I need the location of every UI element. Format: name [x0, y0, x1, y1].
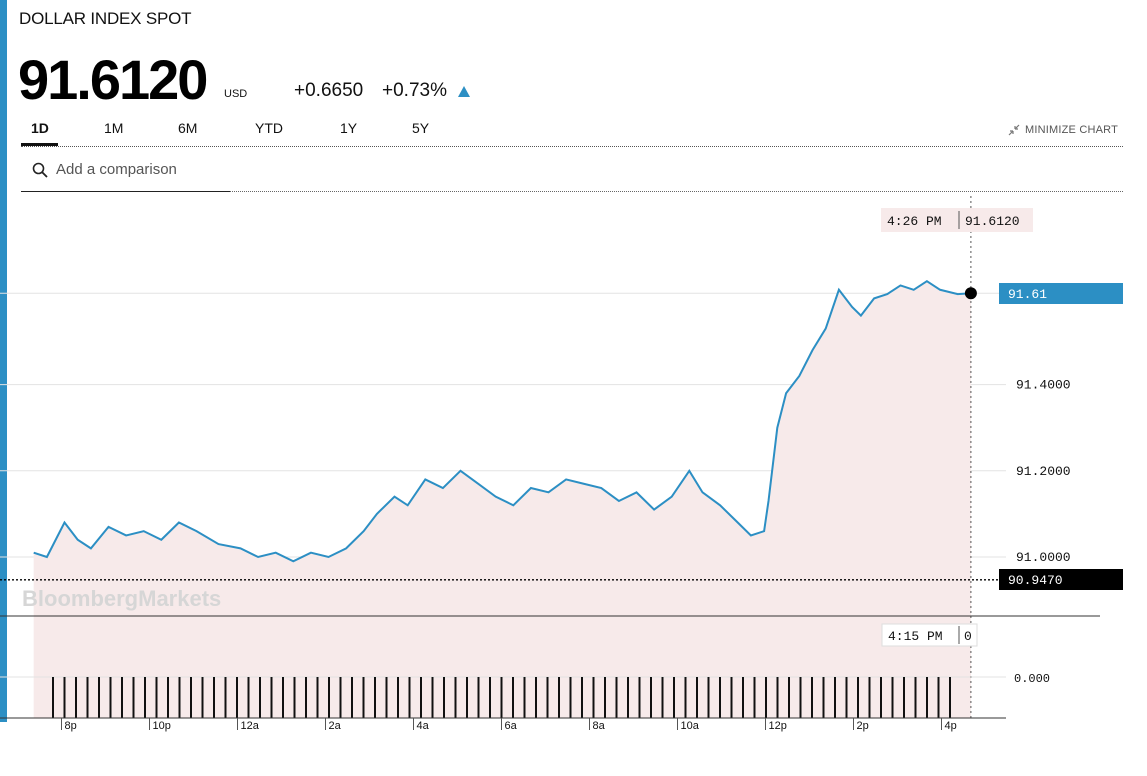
last-price-badge-label: 91.61 [1008, 287, 1047, 302]
tab-ytd[interactable]: YTD [255, 120, 283, 136]
currency-label: USD [224, 88, 248, 100]
tabs-divider [21, 146, 1123, 147]
volume-area [51, 617, 958, 718]
price-line [33, 279, 971, 563]
x-tick-label: 6a [505, 720, 518, 732]
x-tick-label: 2p [857, 720, 869, 732]
tab-1y[interactable]: 1Y [340, 120, 358, 136]
x-tick-label: 8p [65, 720, 77, 732]
previous-close-badge: 90.9470 [999, 569, 1123, 590]
comparison-input[interactable]: Add a comparison [56, 161, 177, 178]
x-tick-label: 12a [241, 720, 260, 732]
previous-close-badge-label: 90.9470 [1008, 573, 1063, 588]
x-tick-label: 4p [945, 720, 957, 732]
search-divider [230, 191, 1123, 192]
volume-axis-label: 0.000 [1014, 672, 1050, 686]
tab-1m[interactable]: 1M [104, 120, 124, 136]
x-tick-label: 8a [593, 720, 606, 732]
last-price-badge: 91.61 [999, 283, 1123, 304]
minimize-chart-button[interactable]: MINIMIZE CHART [1008, 124, 1118, 136]
y-tick-label: 91.2000 [1016, 464, 1071, 479]
price-change-percent: +0.73% [382, 80, 447, 101]
accent-bar [0, 0, 7, 722]
price-area [33, 281, 971, 718]
x-tick-label: 10p [153, 720, 171, 732]
tab-6m[interactable]: 6M [178, 120, 198, 136]
volume-tooltip: 4:15 PM 0 [881, 623, 978, 647]
search-icon [32, 162, 48, 178]
cursor-value: 91.6120 [965, 214, 1020, 229]
bloomberg-watermark: BloombergMarkets [22, 586, 221, 611]
cursor-tooltip: 4:26 PM 91.6120 [881, 208, 1033, 232]
y-tick-label: 91.4000 [1016, 378, 1071, 393]
tab-5y[interactable]: 5Y [412, 120, 430, 136]
price-change: +0.6650 [294, 80, 364, 101]
minimize-icon [1008, 124, 1020, 136]
x-tick-label: 4a [417, 720, 430, 732]
minimize-chart-label: MINIMIZE CHART [1025, 124, 1119, 136]
comparison-search[interactable]: Add a comparison [21, 157, 230, 192]
last-price-marker [964, 287, 977, 300]
y-tick-label: 91.0000 [1016, 550, 1071, 565]
volume-cursor-value: 0 [964, 629, 972, 644]
x-tick-label: 2a [329, 720, 342, 732]
x-tick-label: 10a [681, 720, 700, 732]
active-tab-indicator [21, 143, 58, 146]
last-price: 91.6120 [18, 48, 208, 111]
cursor-time: 4:26 PM [887, 214, 942, 229]
x-tick-label: 12p [769, 720, 787, 732]
volume-cursor-time: 4:15 PM [888, 629, 943, 644]
triangle-up-icon [458, 86, 470, 97]
tab-1d[interactable]: 1D [31, 120, 49, 136]
security-title: DOLLAR INDEX SPOT [19, 9, 192, 28]
